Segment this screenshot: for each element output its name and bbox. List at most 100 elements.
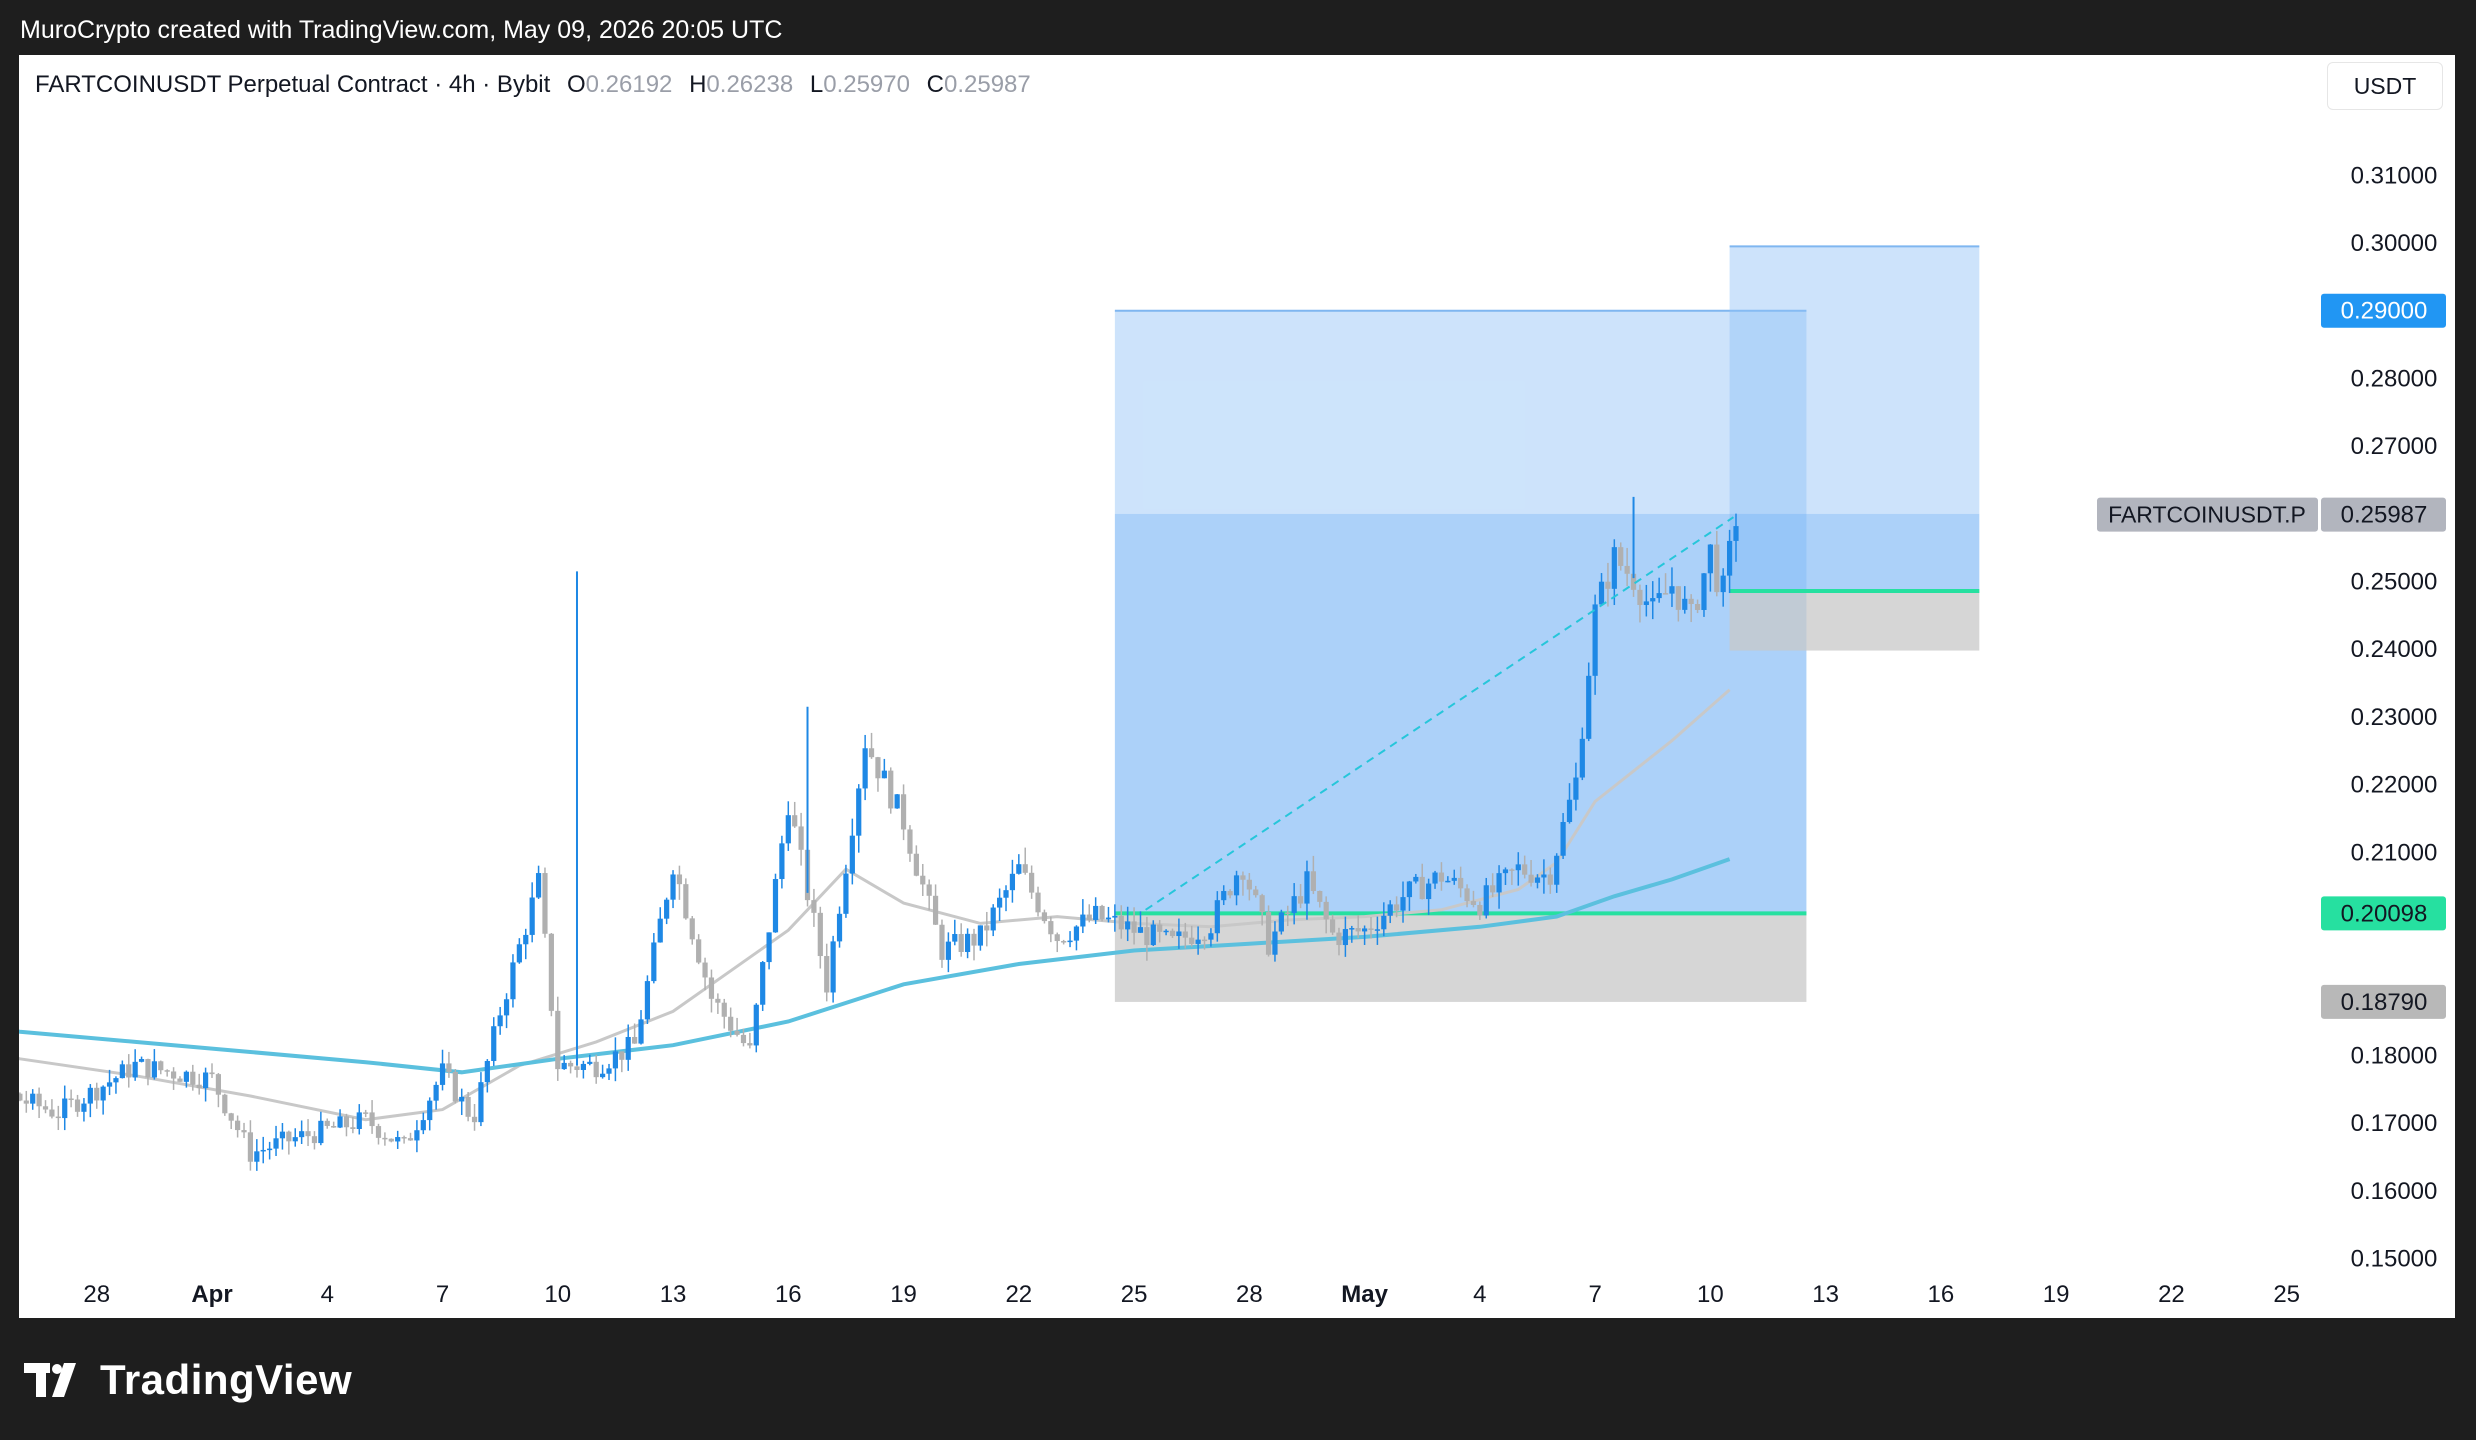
y-tick-label: 0.27000 bbox=[2351, 433, 2438, 460]
candle-body bbox=[907, 829, 913, 854]
candle-body bbox=[888, 770, 894, 809]
candle-body bbox=[11, 1093, 16, 1095]
candle-body bbox=[1611, 547, 1617, 589]
candle-body bbox=[420, 1120, 426, 1131]
candle-body bbox=[894, 794, 900, 809]
candle-body bbox=[1426, 883, 1432, 900]
candle-body bbox=[465, 1096, 471, 1117]
candle-body bbox=[471, 1116, 478, 1123]
candle-body bbox=[721, 1002, 727, 1017]
candle-body bbox=[1150, 924, 1156, 946]
candle-body bbox=[952, 934, 958, 942]
candle-body bbox=[580, 1063, 586, 1070]
candle-body bbox=[1189, 937, 1195, 944]
candle-body bbox=[740, 1034, 747, 1044]
candle-body bbox=[708, 977, 715, 999]
candle-body bbox=[958, 934, 964, 952]
candle-body bbox=[1438, 872, 1445, 882]
candle-body bbox=[439, 1063, 446, 1085]
candle-body bbox=[990, 907, 996, 931]
candle-body bbox=[548, 933, 554, 1011]
candle-body bbox=[427, 1100, 433, 1121]
candle-body bbox=[836, 913, 843, 942]
candle-body bbox=[1714, 544, 1720, 593]
candle-body bbox=[997, 897, 1003, 908]
candle-body bbox=[1432, 872, 1438, 884]
candle-body bbox=[632, 1036, 638, 1044]
tradingview-logo[interactable]: TradingView bbox=[24, 1356, 352, 1404]
last-symbol-tag: FARTCOINUSDT.P bbox=[2108, 502, 2306, 528]
candle-body bbox=[977, 925, 983, 946]
candle-body bbox=[1118, 915, 1124, 930]
candle-body bbox=[100, 1086, 106, 1101]
x-tick-label: 25 bbox=[1121, 1281, 1148, 1308]
candle-body bbox=[523, 934, 529, 945]
candle-body bbox=[106, 1082, 113, 1087]
candle-body bbox=[932, 895, 939, 925]
candle-body bbox=[875, 757, 881, 779]
y-tick-label: 0.22000 bbox=[2351, 772, 2438, 799]
candle-body bbox=[497, 1015, 503, 1027]
candle-body bbox=[222, 1094, 228, 1114]
candle-body bbox=[279, 1131, 286, 1139]
y-tick-label: 0.16000 bbox=[2351, 1178, 2438, 1205]
open-key: O bbox=[566, 71, 586, 98]
close-key: C bbox=[926, 71, 944, 98]
candle-body bbox=[1201, 939, 1208, 942]
currency-button[interactable]: USDT bbox=[2327, 62, 2443, 110]
candle-body bbox=[1707, 544, 1713, 574]
last-price-tag: 0.25987 bbox=[2341, 502, 2428, 529]
candle-body bbox=[1515, 864, 1521, 871]
projection-line bbox=[1145, 516, 1734, 911]
candle-body bbox=[984, 925, 990, 931]
candle-body bbox=[446, 1063, 452, 1072]
candle-body bbox=[1285, 912, 1291, 914]
candle-body bbox=[1253, 889, 1259, 896]
candle-body bbox=[42, 1106, 49, 1110]
y-tick-label: 0.15000 bbox=[2351, 1246, 2438, 1273]
candle-body bbox=[638, 1019, 644, 1044]
candle-body bbox=[0, 1084, 3, 1100]
candle-body bbox=[183, 1071, 189, 1082]
candle-body bbox=[760, 962, 766, 1005]
y-tick-label: 0.24000 bbox=[2351, 636, 2438, 663]
candle-body bbox=[702, 962, 708, 978]
candle-body bbox=[1413, 876, 1419, 882]
candle-body bbox=[785, 815, 791, 844]
symbol-line: FARTCOINUSDT Perpetual Contract · 4h · B… bbox=[35, 71, 551, 98]
candle-body bbox=[766, 932, 772, 963]
candle-body bbox=[1112, 915, 1118, 918]
candle-body bbox=[881, 770, 887, 779]
candle-body bbox=[1624, 565, 1630, 574]
candle-body bbox=[1182, 931, 1188, 938]
candle-body bbox=[1221, 891, 1227, 901]
candle-body bbox=[1323, 901, 1329, 920]
candle-body bbox=[657, 918, 663, 943]
candle-body bbox=[68, 1098, 74, 1101]
candle-body bbox=[1195, 939, 1201, 944]
candle-body bbox=[318, 1120, 324, 1144]
candle-body bbox=[1349, 928, 1355, 930]
candle-body bbox=[1105, 917, 1112, 920]
candle-body bbox=[1451, 877, 1457, 881]
close-value: 0.25987 bbox=[944, 71, 1031, 98]
candle-body bbox=[138, 1059, 145, 1062]
candle-body bbox=[1694, 604, 1701, 610]
candle-body bbox=[856, 788, 862, 836]
candle-body bbox=[1067, 940, 1073, 943]
candle-body bbox=[606, 1068, 612, 1074]
candle-body bbox=[62, 1098, 68, 1119]
target-zone-filled-1 bbox=[1729, 513, 1980, 591]
y-tick-label: 0.23000 bbox=[2351, 704, 2438, 731]
candle-body bbox=[1054, 934, 1060, 942]
low-key: L bbox=[809, 71, 824, 98]
x-tick-label: 4 bbox=[321, 1281, 334, 1308]
candle-body bbox=[1240, 875, 1246, 880]
candle-body bbox=[798, 826, 804, 850]
candle-body bbox=[689, 918, 695, 940]
candle-body bbox=[1342, 929, 1348, 946]
candle-body bbox=[87, 1087, 93, 1104]
candle-body bbox=[1554, 855, 1560, 885]
candle-body bbox=[215, 1074, 222, 1095]
